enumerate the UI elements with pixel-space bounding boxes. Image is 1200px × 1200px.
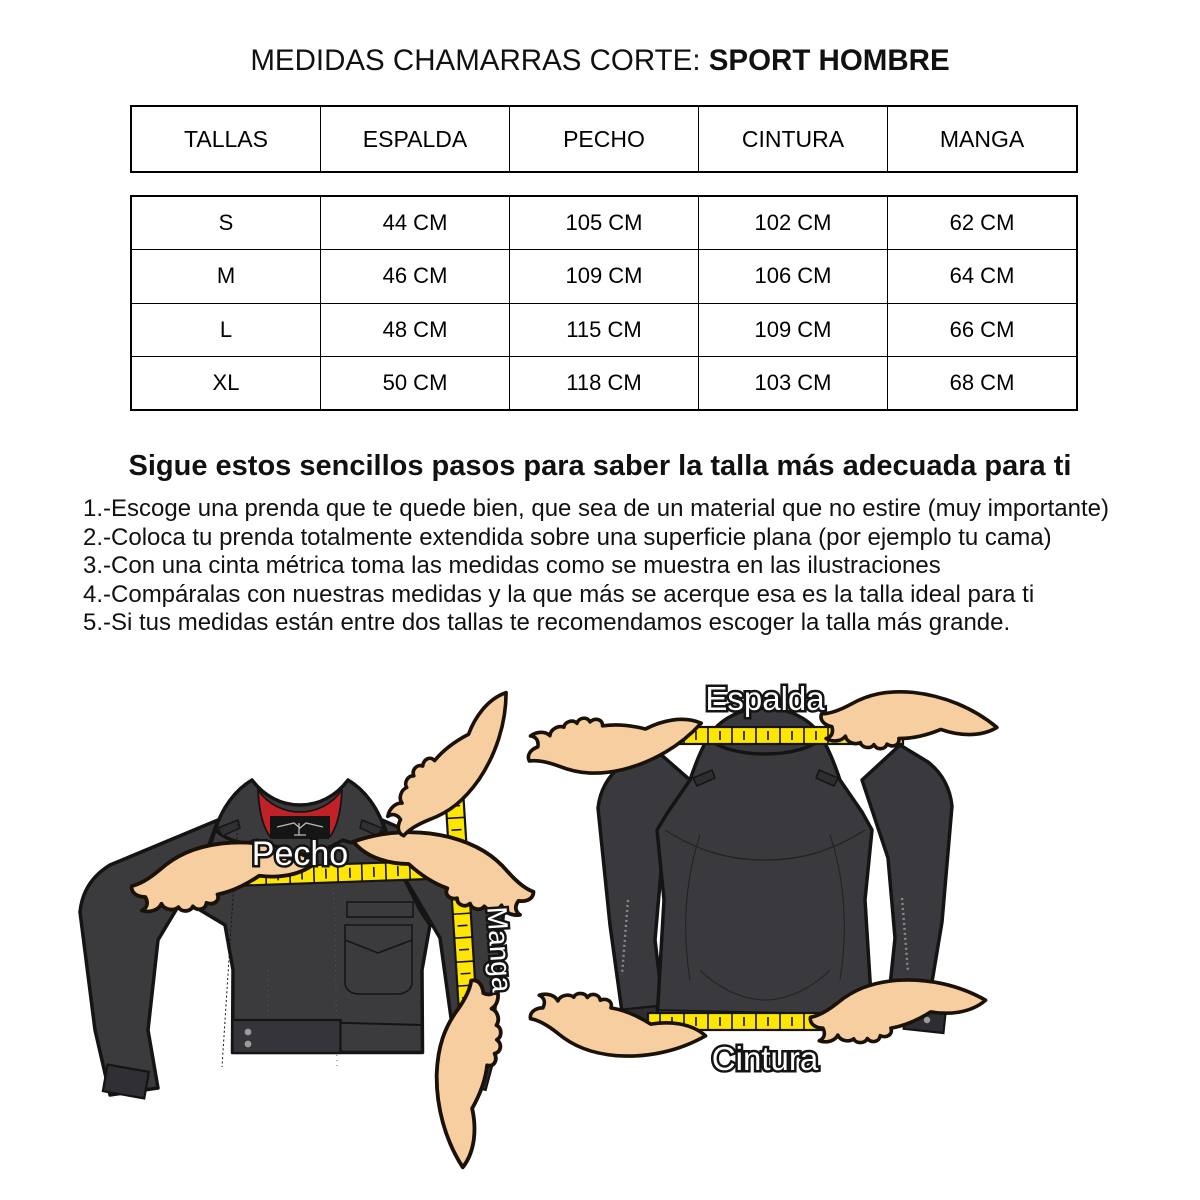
svg-text:Pecho: Pecho xyxy=(252,835,348,873)
svg-text:Manga: Manga xyxy=(481,906,517,994)
svg-text:Cintura: Cintura xyxy=(712,1040,819,1077)
svg-text:Espalda: Espalda xyxy=(705,680,825,717)
